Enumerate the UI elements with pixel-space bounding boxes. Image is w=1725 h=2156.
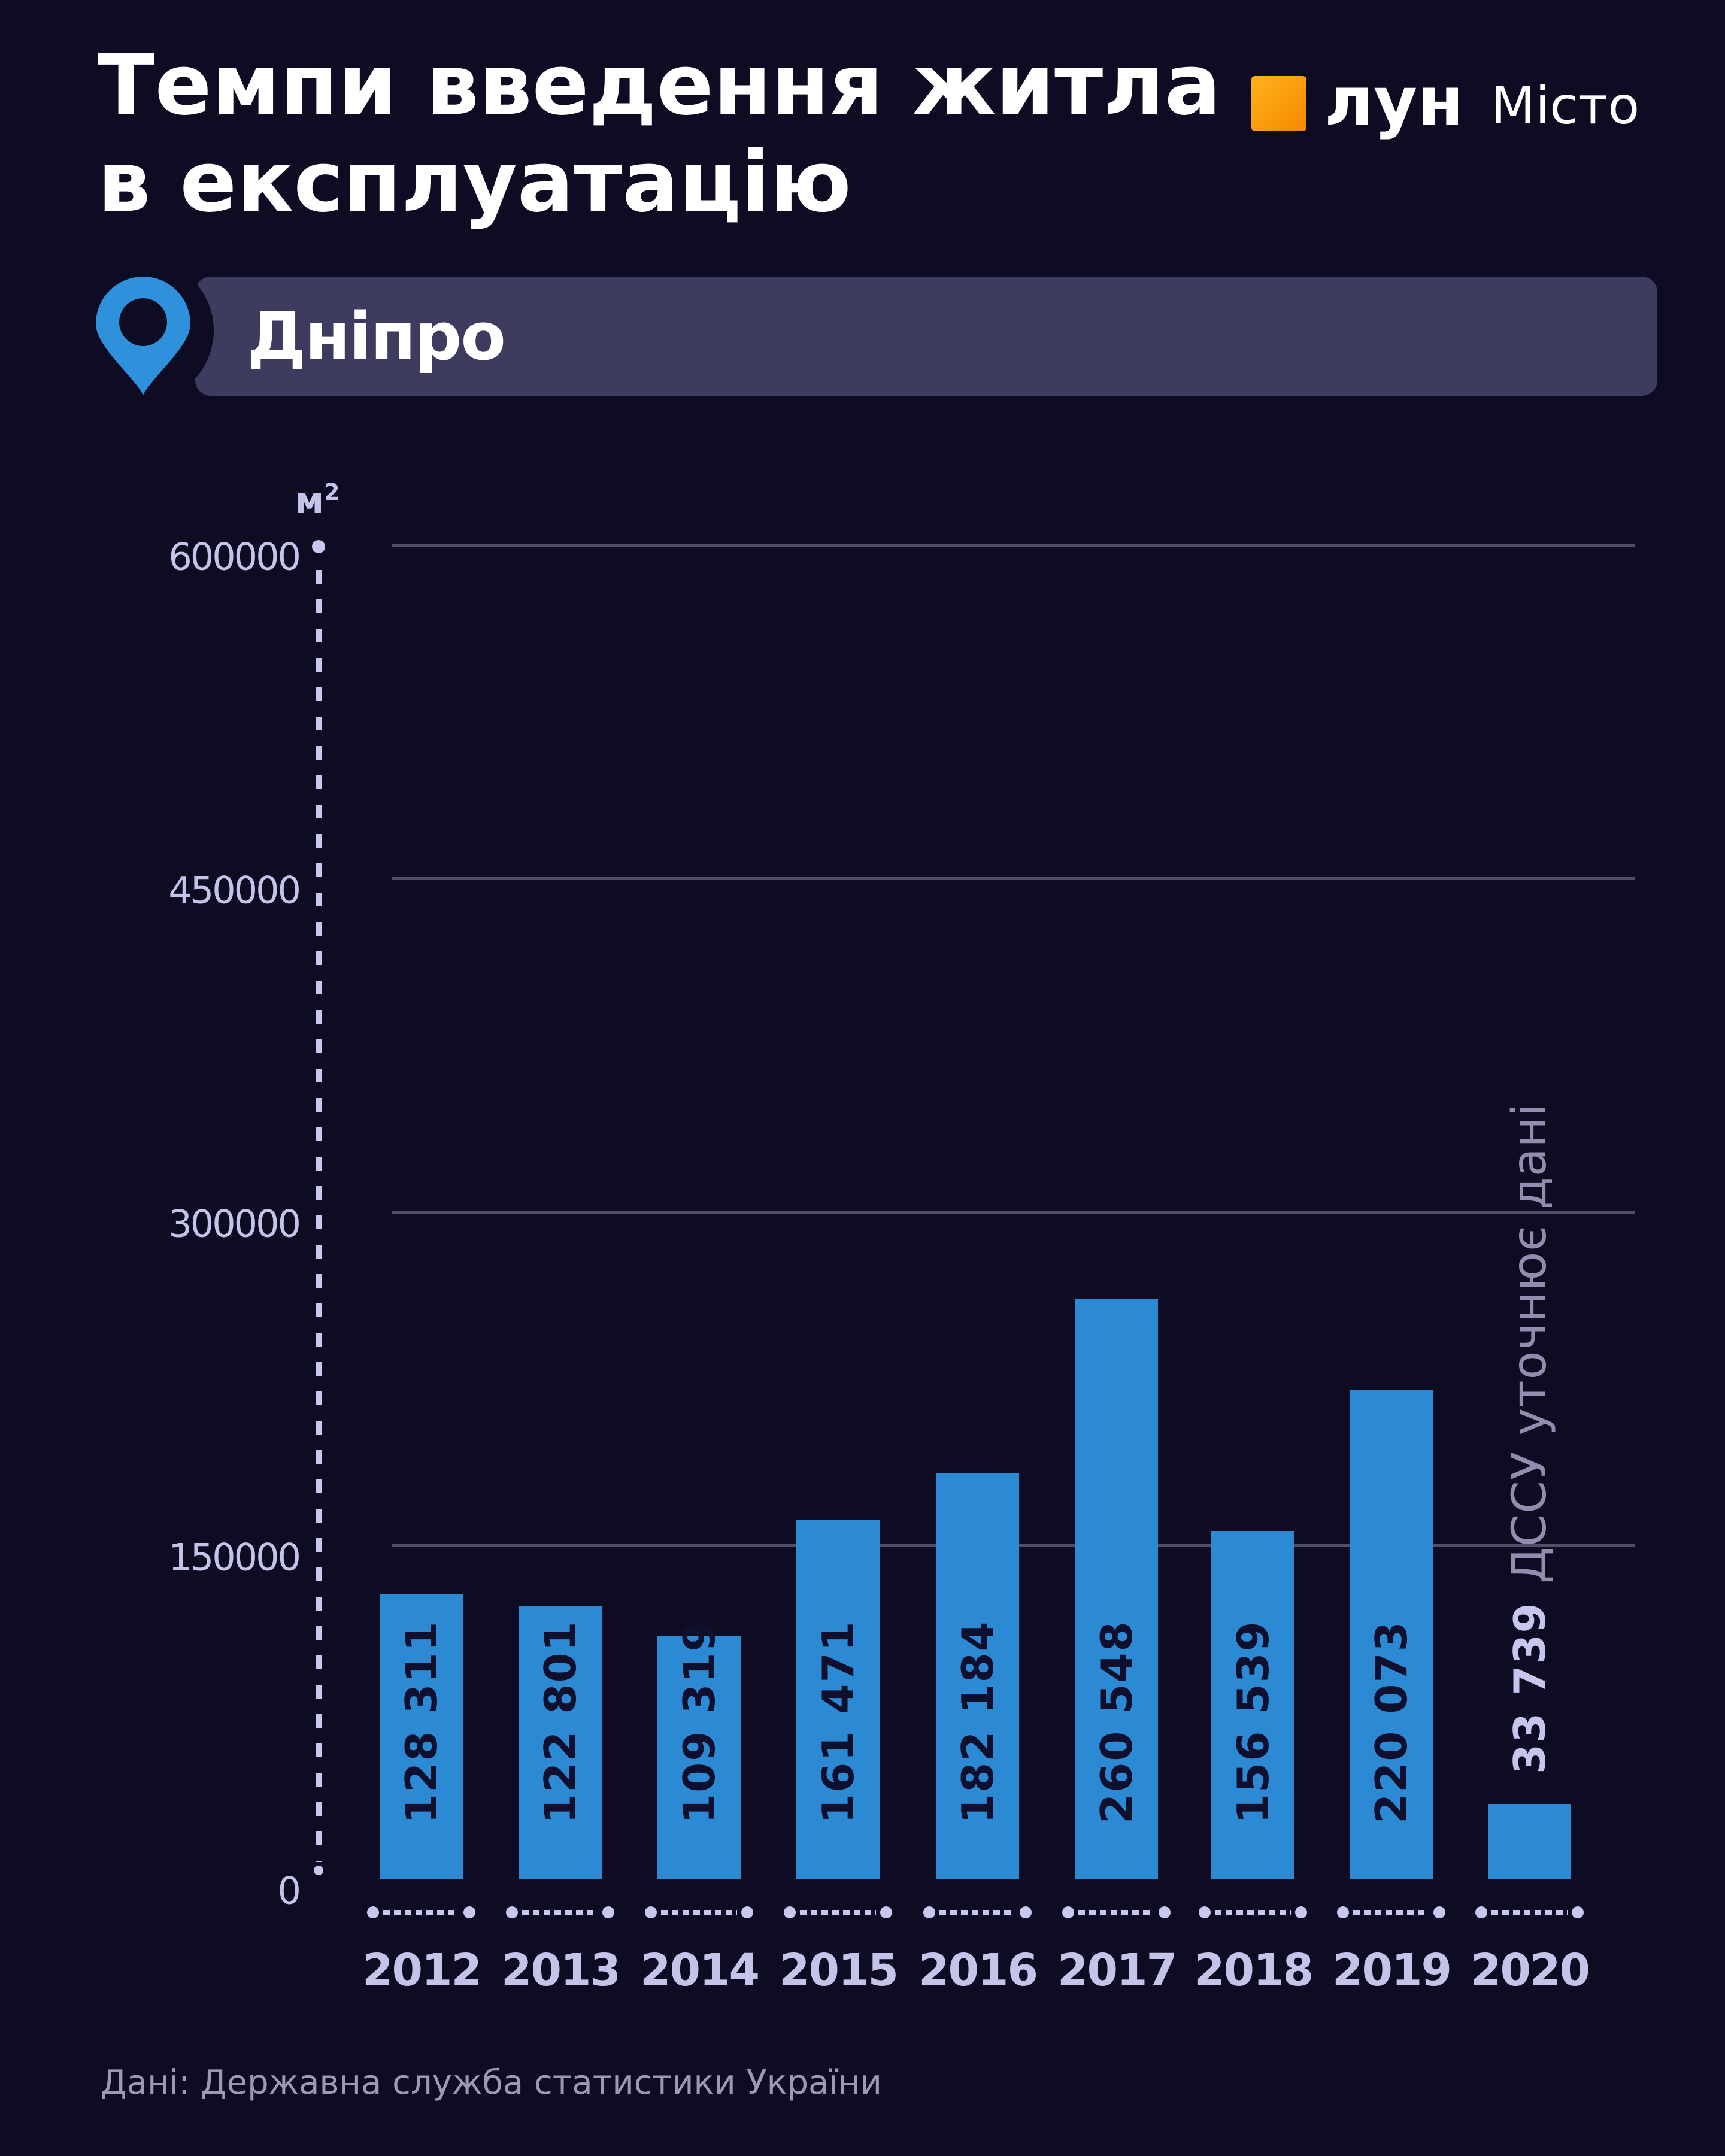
x-axis-dashes <box>939 1909 1015 1915</box>
x-axis-dot-right <box>602 1906 614 1918</box>
y-tick-label-150000: 150000 <box>168 1535 301 1579</box>
bar-value-label-2014: 109 319 <box>674 1620 724 1824</box>
x-tick-label-2018: 2018 <box>1194 1945 1314 1996</box>
x-axis-segment-2012 <box>367 1906 475 1918</box>
x-tick-label-2014: 2014 <box>640 1945 760 1996</box>
gridline-600000 <box>392 544 1635 547</box>
x-axis-dashes <box>661 1909 737 1915</box>
x-tick-label-2019: 2019 <box>1332 1945 1452 1996</box>
x-tick-label-2012: 2012 <box>362 1945 482 1996</box>
location-pin-icon <box>96 277 190 395</box>
x-axis-dot-left <box>506 1906 518 1918</box>
bar-2017: 260 548 <box>1075 1299 1158 1879</box>
gridline-450000 <box>392 877 1635 880</box>
x-axis-dot-right <box>1159 1906 1171 1918</box>
x-axis-dot-right <box>741 1906 753 1918</box>
data-revision-note: ДССУ уточнює дані <box>1503 1102 1557 1584</box>
y-tick-label-300000: 300000 <box>168 1202 301 1246</box>
title-line-1: Темпи введення житла <box>98 37 1221 134</box>
x-axis-dot-left <box>923 1906 935 1918</box>
x-axis-segment-2017 <box>1062 1906 1171 1918</box>
y-axis-bottom-dot <box>314 1866 323 1875</box>
y-tick-label-600000: 600000 <box>168 535 301 579</box>
y-axis-top-dot <box>312 540 325 553</box>
x-axis-dashes <box>383 1909 459 1915</box>
x-axis-dot-left <box>1475 1906 1487 1918</box>
y-axis-unit-label: м2 <box>295 479 340 521</box>
title-line-2: в експлуатацію <box>98 134 851 231</box>
bar-value-label-2012: 128 311 <box>396 1620 447 1824</box>
bar-2014: 109 319 <box>657 1620 741 1879</box>
x-axis-segment-2013 <box>506 1906 614 1918</box>
bar-value-label-2017: 260 548 <box>1091 1620 1142 1824</box>
bar-2015: 161 471 <box>796 1520 880 1879</box>
x-tick-label-2017: 2017 <box>1057 1945 1177 1996</box>
x-axis-segment-2018 <box>1199 1906 1307 1918</box>
location-badge <box>195 277 1657 396</box>
bar-value-label-2020: 33 739 <box>1504 1602 1555 1774</box>
x-tick-label-2013: 2013 <box>501 1945 621 1996</box>
x-axis-segment-2016 <box>923 1906 1032 1918</box>
x-axis-dot-right <box>1572 1906 1584 1918</box>
location-label: Дніпро <box>247 298 506 375</box>
bar-value-label-2015: 161 471 <box>813 1620 863 1824</box>
logo-brand-text: лун <box>1324 63 1464 141</box>
x-tick-label-2015: 2015 <box>779 1945 899 1996</box>
bar-value-label-2013: 122 801 <box>535 1620 586 1824</box>
x-axis-segment-2015 <box>784 1906 892 1918</box>
x-axis-dot-right <box>1433 1906 1445 1918</box>
bar-2013: 122 801 <box>519 1606 602 1879</box>
x-axis-dot-right <box>880 1906 892 1918</box>
x-axis-dashes <box>1491 1909 1568 1915</box>
y-axis-dotted-line <box>316 570 322 1862</box>
unit-exponent: 2 <box>324 479 340 505</box>
gridline-300000 <box>392 1211 1635 1214</box>
bar-2020: 33 739 <box>1488 1602 1571 1879</box>
x-axis-dashes <box>522 1909 598 1915</box>
logo-product-text: Місто <box>1491 76 1640 136</box>
x-axis-dot-left <box>367 1906 379 1918</box>
x-axis-segment-2019 <box>1337 1906 1445 1918</box>
lun-logo-icon <box>1251 76 1306 131</box>
x-axis-dot-left <box>1199 1906 1211 1918</box>
bar-value-label-2018: 156 539 <box>1227 1620 1278 1824</box>
bar-2018: 156 539 <box>1211 1531 1294 1879</box>
x-axis-dot-left <box>784 1906 796 1918</box>
x-axis-dashes <box>1353 1909 1429 1915</box>
bar-2016: 182 184 <box>936 1473 1019 1879</box>
x-axis-segment-2020 <box>1475 1906 1584 1918</box>
bar-value-label-2016: 182 184 <box>952 1620 1003 1824</box>
unit-base: м <box>295 480 325 521</box>
source-note: Дані: Державна служба статистики України <box>101 2063 882 2102</box>
x-axis-dashes <box>1215 1909 1291 1915</box>
x-axis-dashes <box>800 1909 876 1915</box>
page-title: Темпи введення житла в експлуатацію <box>98 37 1221 231</box>
x-axis-dot-left <box>1062 1906 1074 1918</box>
bar-2012: 128 311 <box>380 1594 463 1879</box>
y-tick-label-450000: 450000 <box>168 868 301 912</box>
x-axis-dashes <box>1078 1909 1154 1915</box>
x-axis-dot-left <box>1337 1906 1349 1918</box>
x-axis-dot-left <box>645 1906 657 1918</box>
x-tick-label-2020: 2020 <box>1471 1945 1590 1996</box>
y-tick-label-0: 0 <box>277 1869 301 1913</box>
bar-2019: 220 073 <box>1350 1390 1433 1879</box>
x-axis-segment-2014 <box>645 1906 753 1918</box>
bar-value-label-2019: 220 073 <box>1366 1620 1417 1824</box>
x-axis-dot-right <box>1295 1906 1307 1918</box>
x-axis-dot-right <box>463 1906 475 1918</box>
x-tick-label-2016: 2016 <box>918 1945 1038 1996</box>
x-axis-dot-right <box>1020 1906 1032 1918</box>
